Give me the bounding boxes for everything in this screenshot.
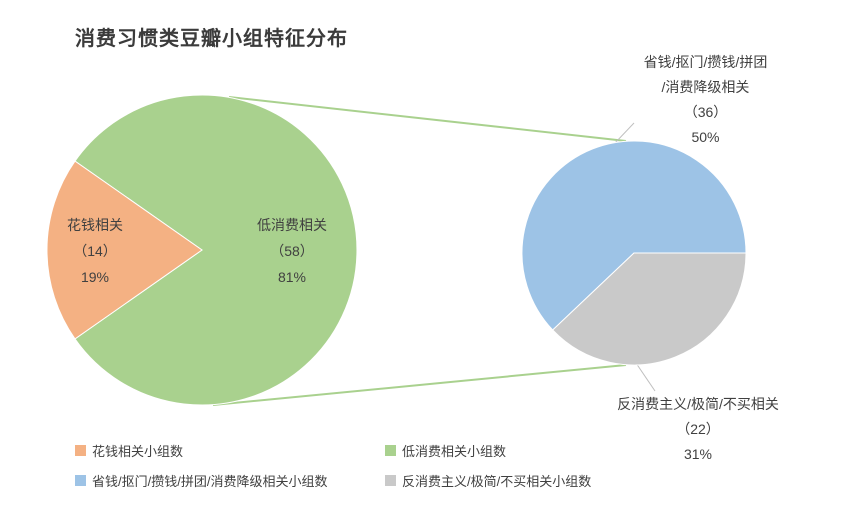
pie-slice-anti-consumerism	[551, 252, 747, 366]
legend-item-save: 省钱/抠门/攒钱/拼团/消费降级相关小组数	[75, 471, 327, 489]
label-line: （22）	[676, 421, 720, 437]
legend-item-spend: 花钱相关小组数	[75, 441, 183, 459]
label-leader-bottom	[635, 362, 656, 392]
label-line: （58）	[270, 243, 314, 259]
legend-swatch-spend	[75, 444, 86, 456]
label-low-consumption-slice: 低消费相关 （58） 81%	[232, 212, 352, 290]
pie-slice-low-consumption	[74, 94, 358, 406]
secondary-pie-group	[521, 140, 747, 366]
pie-slice-spend	[46, 160, 203, 340]
legend-label-anti-consumerism: 反消费主义/极简/不买相关小组数	[402, 473, 592, 489]
legend-swatch-low-consumption	[385, 444, 396, 456]
chart-title: 消费习惯类豆瓣小组特征分布	[75, 28, 348, 50]
legend-item-low-consumption: 低消费相关小组数	[385, 441, 506, 459]
legend-item-anti-consumerism: 反消费主义/极简/不买相关小组数	[385, 471, 591, 489]
legend-swatch-anti-consumerism	[385, 474, 396, 486]
label-line: 花钱相关	[67, 217, 123, 233]
pie-slice-save	[521, 140, 747, 331]
legend-label-spend: 花钱相关小组数	[92, 443, 184, 459]
legend-label-save: 省钱/抠门/攒钱/拼团/消费降级相关小组数	[92, 473, 328, 489]
series-connector-bottom	[212, 364, 627, 406]
label-line: 19%	[80, 269, 110, 285]
label-line: 低消费相关	[257, 217, 327, 233]
legend-label-low-consumption: 低消费相关小组数	[402, 443, 507, 459]
label-line: 反消费主义/极简/不买相关	[617, 396, 779, 412]
series-connector-top	[228, 96, 627, 142]
main-pie-group	[46, 94, 358, 406]
label-line: 50%	[691, 129, 720, 145]
label-save-slice: 省钱/抠门/攒钱/拼团 /消费降级相关 （36） 50%	[588, 50, 823, 150]
label-line: 81%	[277, 269, 307, 285]
label-leader-top	[614, 122, 635, 144]
label-line: 省钱/抠门/攒钱/拼团	[643, 54, 768, 70]
label-spend-slice: 花钱相关 （14） 19%	[35, 212, 155, 290]
legend-swatch-save	[75, 474, 86, 486]
label-line: （36）	[683, 104, 728, 120]
label-anti-consumerism-slice: 反消费主义/极简/不买相关 （22） 31%	[578, 392, 818, 467]
label-line: 31%	[683, 446, 713, 462]
label-line: /消费降级相关	[661, 79, 750, 95]
label-line: （14）	[73, 243, 117, 259]
